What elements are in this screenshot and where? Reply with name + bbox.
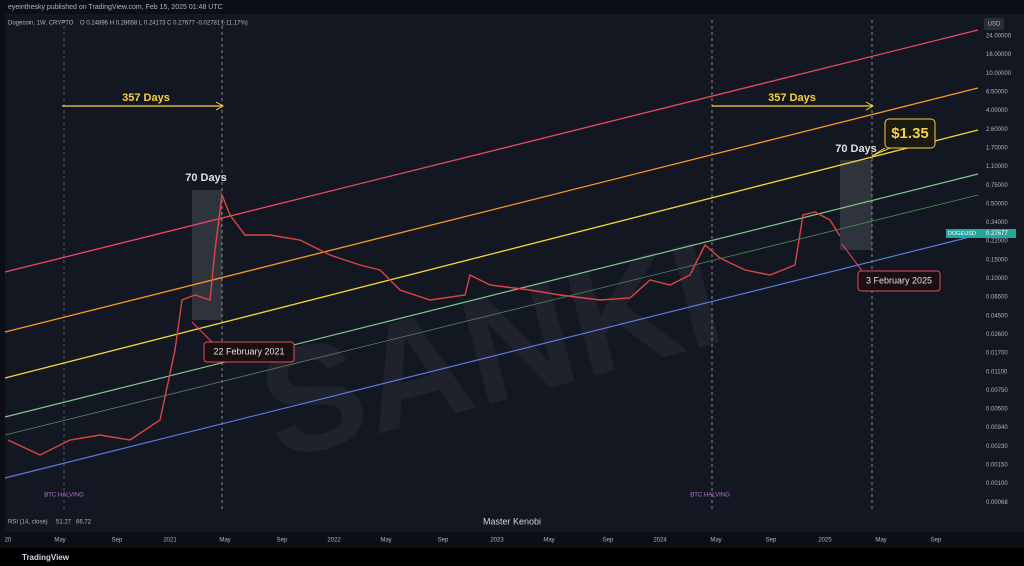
time-label: Sep bbox=[112, 538, 123, 544]
price-label: 0.00500 bbox=[986, 407, 1008, 413]
price-label: 0.15000 bbox=[986, 257, 1008, 263]
time-label: May bbox=[543, 538, 554, 544]
annotation: 70 Days bbox=[835, 143, 877, 155]
chart-area bbox=[5, 14, 980, 532]
price-path bbox=[7, 192, 841, 456]
annotation: BTC HALVING bbox=[690, 493, 730, 499]
annotation: $1.35 bbox=[891, 125, 929, 142]
price-label: 0.34000 bbox=[986, 220, 1008, 226]
time-label: Sep bbox=[277, 538, 288, 544]
time-label: May bbox=[54, 538, 65, 544]
time-label: 20 bbox=[5, 538, 12, 544]
price-tag bbox=[984, 229, 1016, 238]
ohlc: O 0.24896 H 0.28658 L 0.24173 C 0.27677 … bbox=[80, 21, 248, 27]
price-label: 1.10000 bbox=[986, 164, 1008, 170]
price-label: 0.00150 bbox=[986, 463, 1008, 469]
rsi-value: 66.72 bbox=[76, 520, 92, 526]
symbol: Dogecoin, 1W, CRYPTO bbox=[8, 21, 74, 27]
price-label: 0.10000 bbox=[986, 276, 1008, 282]
time-label: 2023 bbox=[490, 538, 504, 544]
channel-line bbox=[4, 234, 979, 479]
time-label: Sep bbox=[438, 538, 449, 544]
price-label: 24.00000 bbox=[986, 34, 1012, 40]
channel-line bbox=[4, 194, 979, 436]
price-label: 0.06500 bbox=[986, 295, 1008, 301]
annotation: 357 Days bbox=[768, 92, 816, 104]
author-tag: Master Kenobi bbox=[483, 516, 541, 526]
price-label: 0.02600 bbox=[986, 332, 1008, 338]
time-axis: 20 May Sep 2021 May Sep 2022 May Sep 2023 May Sep 20… bbox=[5, 538, 942, 544]
currency: USD bbox=[988, 22, 1001, 28]
price-label: 0.00340 bbox=[986, 425, 1008, 431]
price-label: 0.00750 bbox=[986, 388, 1008, 394]
annotation: BTC HALVING bbox=[44, 493, 84, 499]
price-label: 0.00230 bbox=[986, 444, 1008, 450]
time-label: May bbox=[710, 538, 721, 544]
price-label: 0.00068 bbox=[986, 500, 1008, 506]
time-label: 2024 bbox=[653, 538, 667, 544]
channel-line bbox=[4, 129, 979, 379]
channel-line bbox=[4, 173, 979, 418]
callout bbox=[884, 118, 936, 149]
arrowhead bbox=[215, 101, 225, 111]
price-label: 0.50000 bbox=[986, 201, 1008, 207]
time-label: May bbox=[380, 538, 391, 544]
annotation: 70 Days bbox=[185, 172, 227, 184]
time-label: May bbox=[875, 538, 886, 544]
arrowhead bbox=[865, 101, 875, 111]
currency-box bbox=[984, 18, 1004, 30]
annotation: 22 February 2021 bbox=[213, 346, 284, 356]
price-tag-value: 0.27677 bbox=[986, 231, 1008, 237]
callout bbox=[203, 341, 295, 363]
zone bbox=[192, 190, 222, 320]
rsi-value: 51.27 bbox=[56, 520, 72, 526]
time-label: 2025 bbox=[818, 538, 832, 544]
time-label: Sep bbox=[931, 538, 942, 544]
publisher: eyeinthesky published on TradingView.com… bbox=[8, 4, 223, 11]
price-axis: 24.00000 16.00000 10.00000 6.50000 4.00000 2.… bbox=[986, 34, 1012, 506]
price-label: 6.50000 bbox=[986, 90, 1008, 96]
price-label: 1.70000 bbox=[986, 145, 1008, 151]
footer-bar bbox=[0, 548, 1024, 566]
price-tag bbox=[946, 229, 984, 238]
price-label: 10.00000 bbox=[986, 71, 1012, 77]
price-label: 0.00100 bbox=[986, 481, 1008, 487]
price-label: 0.01700 bbox=[986, 351, 1008, 357]
callout-tail bbox=[841, 243, 863, 272]
price-tag-symbol: DOGEUSD bbox=[948, 231, 976, 237]
annotation: 3 February 2025 bbox=[866, 275, 932, 285]
callout bbox=[857, 270, 941, 292]
annotation: 357 Days bbox=[122, 92, 170, 104]
price-label: 16.00000 bbox=[986, 52, 1012, 58]
price-label: 0.22000 bbox=[986, 239, 1008, 245]
time-label: May bbox=[219, 538, 230, 544]
time-label: Sep bbox=[766, 538, 777, 544]
time-label: Sep bbox=[603, 538, 614, 544]
price-scale bbox=[980, 14, 1024, 532]
footer[interactable]: TradingView bbox=[22, 553, 70, 562]
callout-tail bbox=[191, 321, 213, 343]
price-label: 0.75000 bbox=[986, 183, 1008, 189]
price-label: 2.60000 bbox=[986, 127, 1008, 133]
price-label: 0.04500 bbox=[986, 313, 1008, 319]
channel-line bbox=[4, 87, 979, 333]
price-label: 4.00000 bbox=[986, 108, 1008, 114]
rsi-label: RSI (14, close) bbox=[8, 520, 48, 526]
callout-tail bbox=[871, 147, 891, 157]
channel-line bbox=[4, 29, 979, 273]
price-label: 0.01100 bbox=[986, 369, 1008, 375]
time-label: 2022 bbox=[327, 538, 341, 544]
time-label: 2021 bbox=[163, 538, 177, 544]
